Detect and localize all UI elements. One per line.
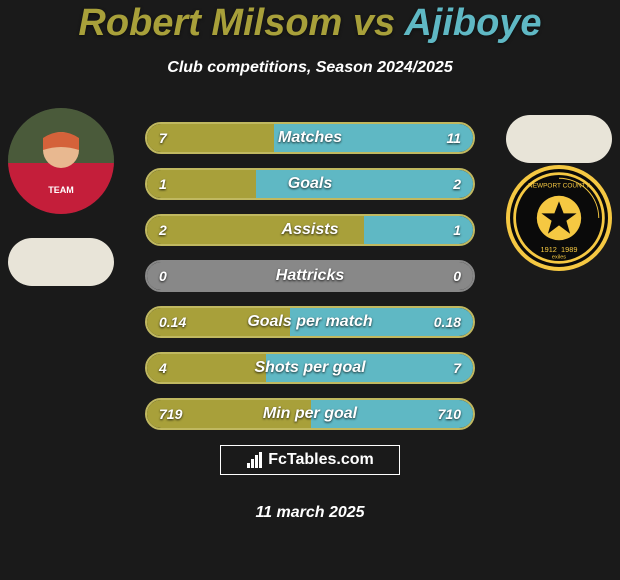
stat-value-right: 710: [438, 406, 461, 422]
stat-value-right: 0.18: [434, 314, 461, 330]
svg-text:TEAM: TEAM: [48, 185, 74, 195]
player2-badge: [506, 115, 612, 163]
title-vs: vs: [342, 2, 404, 44]
stat-value-left: 719: [159, 406, 182, 422]
svg-text:1989: 1989: [561, 245, 577, 254]
stat-value-right: 0: [453, 268, 461, 284]
stat-label: Matches: [278, 129, 342, 147]
stat-label: Goals per match: [247, 313, 372, 331]
player2-club-badge: NEWPORT COUNTY 1912 1989 exiles: [506, 165, 612, 271]
stat-value-right: 1: [453, 222, 461, 238]
stat-value-right: 11: [446, 130, 461, 146]
subtitle: Club competitions, Season 2024/2025: [0, 59, 620, 77]
stat-label: Shots per goal: [254, 359, 365, 377]
player-left-container: TEAM: [8, 108, 114, 286]
stat-row: 719 710 Min per goal: [145, 398, 475, 430]
stat-value-left: 0.14: [159, 314, 186, 330]
stat-row: 1 2 Goals: [145, 168, 475, 200]
footer-logo-text: FcTables.com: [268, 451, 374, 469]
stat-label: Min per goal: [263, 405, 357, 423]
player-right-container: NEWPORT COUNTY 1912 1989 exiles: [506, 165, 612, 271]
stat-value-right: 2: [453, 176, 461, 192]
stat-label: Hattricks: [276, 267, 344, 285]
stat-label: Goals: [288, 175, 332, 193]
stat-row: 4 7 Shots per goal: [145, 352, 475, 384]
stat-row: 0 0 Hattricks: [145, 260, 475, 292]
player1-badge: [8, 238, 114, 286]
page-title: Robert Milsom vs Ajiboye: [0, 0, 620, 45]
chart-icon: [246, 451, 264, 469]
svg-text:1912: 1912: [541, 245, 557, 254]
title-player2: Ajiboye: [404, 2, 541, 44]
stat-label: Assists: [282, 221, 339, 239]
stat-value-left: 1: [159, 176, 167, 192]
stat-value-left: 4: [159, 360, 167, 376]
title-player1: Robert Milsom: [78, 2, 342, 44]
svg-text:NEWPORT COUNTY: NEWPORT COUNTY: [528, 182, 591, 189]
stat-value-left: 0: [159, 268, 167, 284]
footer-date: 11 march 2025: [255, 504, 364, 522]
stat-value-left: 7: [159, 130, 167, 146]
stat-value-left: 2: [159, 222, 167, 238]
svg-text:exiles: exiles: [552, 255, 566, 261]
stat-value-right: 7: [453, 360, 461, 376]
stats-chart: 7 11 Matches 1 2 Goals 2 1 Assists 0 0 Hattricks 0.1…: [145, 122, 475, 444]
stat-row: 0.14 0.18 Goals per match: [145, 306, 475, 338]
stat-row: 2 1 Assists: [145, 214, 475, 246]
stat-row: 7 11 Matches: [145, 122, 475, 154]
footer-logo[interactable]: FcTables.com: [220, 445, 400, 475]
player1-photo: TEAM: [8, 108, 114, 214]
